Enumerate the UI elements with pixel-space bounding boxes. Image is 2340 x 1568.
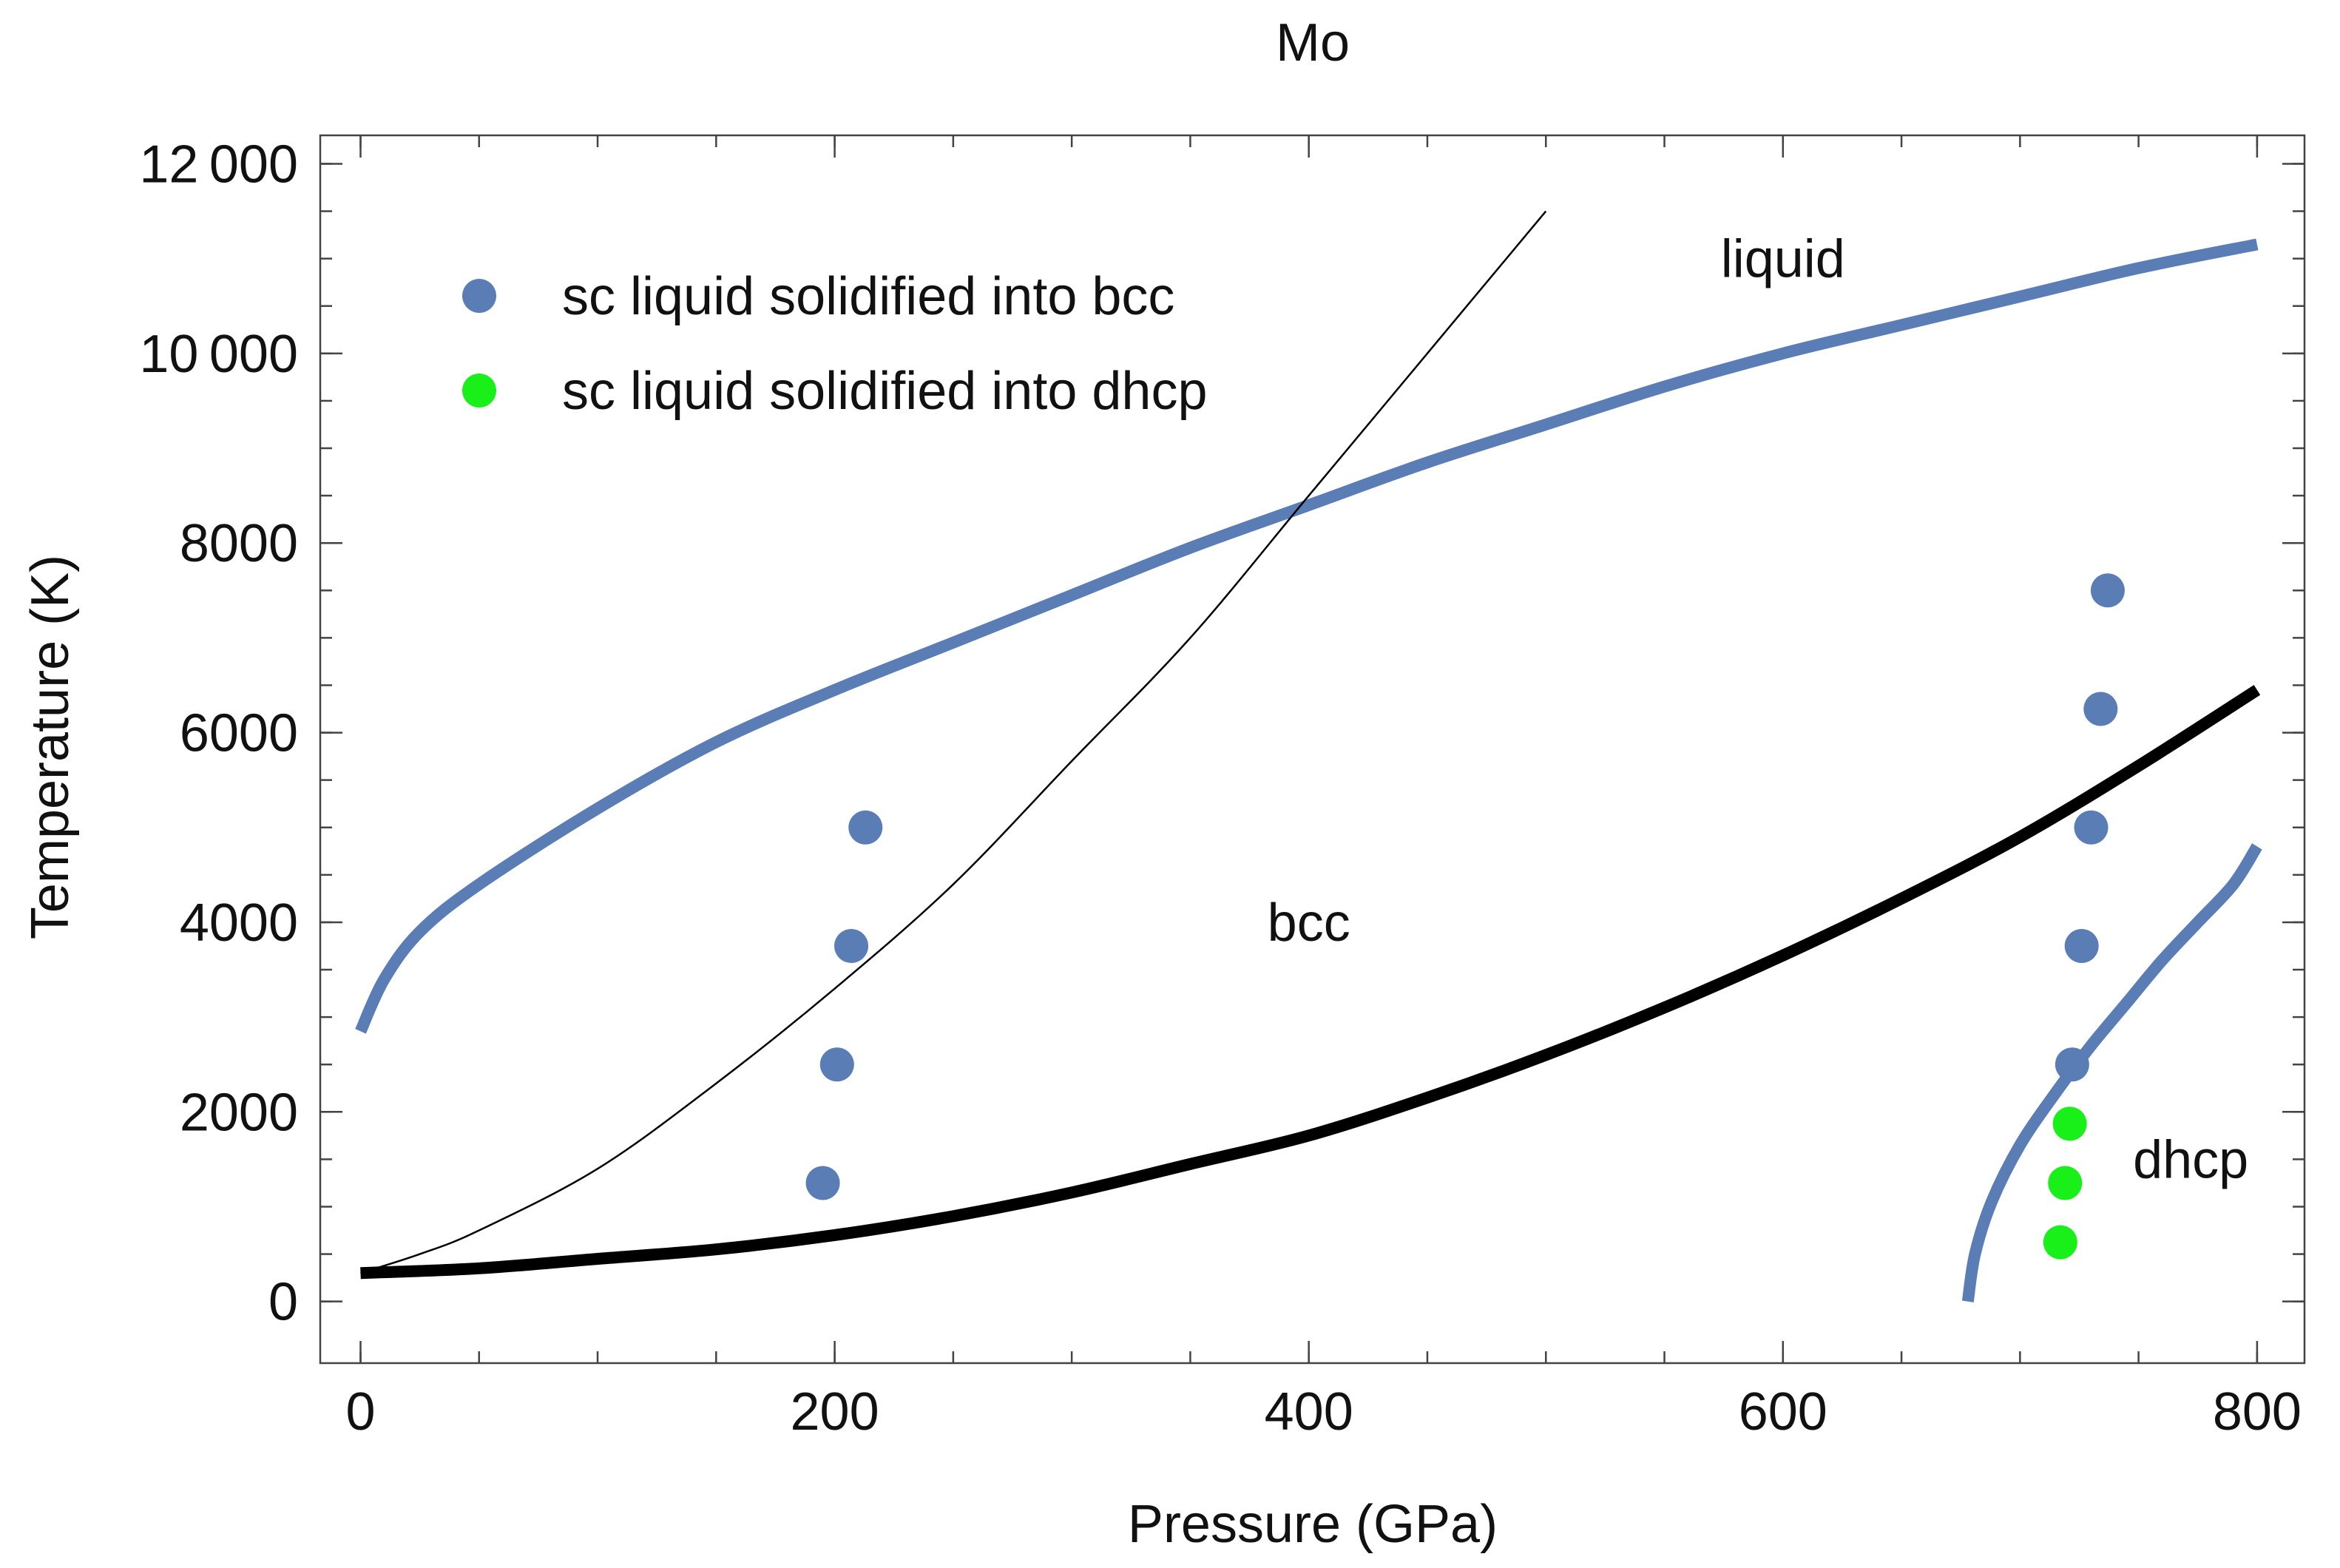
legend: sc liquid solidified into bcc sc liquid s… [462, 267, 1208, 421]
x-axis-title: Pressure (GPa) [1128, 1495, 1498, 1554]
dhcp-data-point [2048, 1166, 2083, 1200]
bcc-data-point [2055, 1047, 2089, 1082]
bcc-data-point [2090, 573, 2125, 608]
y-tick-label: 12 000 [139, 135, 298, 194]
bcc-data-point [834, 928, 869, 963]
region-label-liquid: liquid [1721, 230, 1845, 289]
x-tick-label: 0 [345, 1382, 375, 1442]
legend-marker [462, 279, 496, 313]
x-tick-label: 600 [1739, 1382, 1827, 1442]
y-tick-label: 4000 [180, 893, 298, 953]
x-tick-label: 800 [2213, 1382, 2302, 1442]
bcc-data-point [2083, 692, 2118, 726]
black-thin-curve [360, 210, 1547, 1274]
x-tick-label: 400 [1265, 1382, 1353, 1442]
region-label-bcc: bcc [1268, 893, 1350, 953]
chart-title: Mo [1276, 13, 1350, 72]
y-tick-label: 2000 [180, 1083, 298, 1142]
legend-label: sc liquid solidified into bcc [562, 267, 1174, 326]
data-points [805, 573, 2125, 1260]
bcc-data-point [819, 1047, 854, 1082]
bcc-dhcp-boundary [1961, 843, 2262, 1302]
legend-marker [462, 374, 496, 408]
dhcp-data-point [2043, 1225, 2077, 1260]
curves [355, 210, 2262, 1302]
y-tick-label: 8000 [180, 514, 298, 573]
region-label-dhcp: dhcp [2133, 1130, 2248, 1189]
dhcp-data-point [2052, 1106, 2087, 1141]
y-axis-title: Temperature (K) [21, 555, 80, 939]
bcc-data-point [2064, 928, 2099, 963]
melting-line [355, 238, 2259, 1034]
bcc-data-point [2074, 810, 2109, 845]
y-tick-label: 6000 [180, 704, 298, 763]
y-tick-label: 10 000 [139, 325, 298, 384]
region-labels: liquid bcc dhcp [1268, 230, 2249, 1190]
bcc-data-point [848, 810, 883, 845]
bcc-data-point [805, 1166, 840, 1200]
legend-label: sc liquid solidified into dhcp [562, 362, 1208, 421]
black-thick-curve [360, 685, 2261, 1280]
x-tick-label: 200 [791, 1382, 879, 1442]
y-tick-label: 0 [268, 1273, 298, 1332]
plot-frame [319, 134, 2306, 1365]
